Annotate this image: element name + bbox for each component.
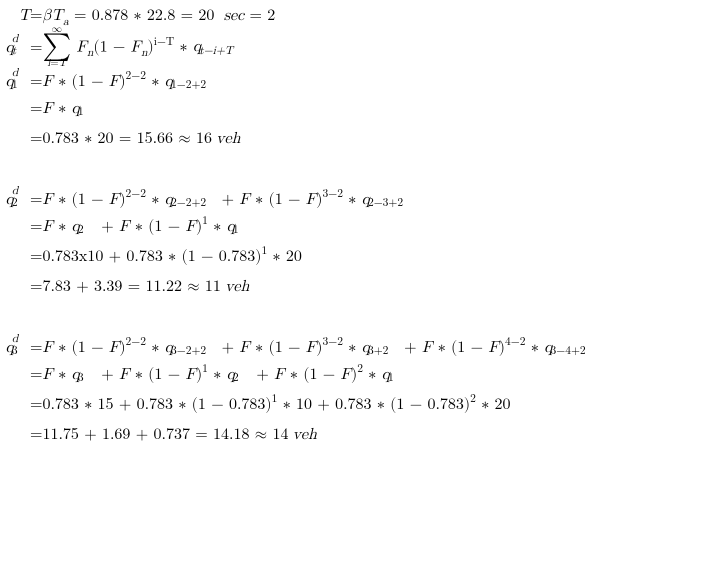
sup-d: d bbox=[12, 34, 18, 46]
unit-veh3: veh bbox=[292, 427, 316, 443]
q-32: q3+2 bbox=[362, 340, 370, 356]
sym-T2: T bbox=[51, 8, 63, 24]
eq-sign-inline: = bbox=[74, 8, 86, 24]
lhs-q1: qd1 bbox=[4, 70, 30, 94]
eqn-row-q2c: = 0.783x10 + 0.783 ∗ (1 − 0.783)1 ∗ 20 bbox=[4, 242, 596, 272]
eq-sign: = bbox=[30, 188, 42, 212]
q-122: q1−2+2 bbox=[165, 74, 173, 90]
equation-table: T = βTa = 0.878 ∗ 22.8 = 20 sec = 2 qdt … bbox=[4, 6, 596, 450]
lhs-qt: qdt bbox=[4, 26, 30, 70]
eqn-row-q3a: qd3 = F ∗ (1 − F)2−2 ∗ q3−2+2 + F ∗ (1 −… bbox=[4, 336, 596, 360]
rhs-q1b: F ∗ q1 bbox=[42, 94, 595, 124]
sub-n2: n bbox=[141, 48, 147, 59]
q-322: q3−2+2 bbox=[165, 340, 173, 356]
eq-sign: = bbox=[30, 242, 42, 272]
q-222: q2−2+2 bbox=[165, 192, 173, 208]
eqn-row-q1a: qd1 = F ∗ (1 − F)2−2 ∗ q1−2+2 bbox=[4, 70, 596, 94]
eqn-row-q2d: = 7.83 + 3.39 = 11.22 ≈ 11 veh bbox=[4, 272, 596, 302]
eqn-row-q3d: = 11.75 + 1.69 + 0.737 = 14.18 ≈ 14veh bbox=[4, 420, 596, 450]
sym-F2: F bbox=[131, 39, 141, 55]
sym-T: T bbox=[18, 8, 30, 24]
sub-n: n bbox=[87, 48, 93, 59]
rhs-q1c: 0.783 ∗ 20 = 15.66 ≈ 16veh bbox=[42, 124, 595, 154]
rhs-q2c: 0.783x10 + 0.783 ∗ (1 − 0.783)1 ∗ 20 bbox=[42, 242, 595, 272]
eq-sign: = bbox=[30, 390, 42, 420]
sub-t: t bbox=[12, 46, 16, 58]
rhs-q2a: F ∗ (1 − F)2−2 ∗ q2−2+2 + F ∗ (1 − F)3−2… bbox=[42, 188, 595, 212]
rhs-q3b: F ∗ q3 + F ∗ (1 − F)1 ∗ q2 + F ∗ (1 − F)… bbox=[42, 360, 595, 390]
pow22: 2−2 bbox=[126, 71, 146, 82]
eq-sign: = bbox=[30, 26, 42, 70]
eq-sign: = bbox=[30, 360, 42, 390]
rhs-q2d: 7.83 + 3.39 = 11.22 ≈ 11 veh bbox=[42, 272, 595, 302]
eq-sign: = bbox=[30, 212, 42, 242]
q-3: q3 bbox=[72, 367, 80, 383]
unit-veh1: veh bbox=[216, 131, 240, 147]
eqn-row-q1b: = F ∗ q1 bbox=[4, 94, 596, 124]
unit-veh2: veh bbox=[225, 279, 249, 295]
eq-sign: = bbox=[30, 6, 42, 26]
eq-sign: = bbox=[30, 420, 42, 450]
q-2b: q2 bbox=[227, 367, 235, 383]
lhs-T: T bbox=[4, 6, 30, 26]
rhs-q3a: F ∗ (1 − F)2−2 ∗ q3−2+2 + F ∗ (1 − F)3−2… bbox=[42, 336, 595, 360]
lhs-q2: qd2 bbox=[4, 188, 30, 212]
calc-q3a: 0.783 ∗ 15 + 0.783 ∗ (1 − 0.783) bbox=[42, 397, 271, 413]
q-3d: qd3 bbox=[6, 340, 14, 356]
calc-q3c: ∗ 20 bbox=[481, 397, 510, 413]
q-342: q3−4+2 bbox=[544, 340, 552, 356]
eqn-row-q2a: qd2 = F ∗ (1 − F)2−2 ∗ q2−2+2 + F ∗ (1 −… bbox=[4, 188, 596, 212]
sub-tiT: t−i+T bbox=[199, 46, 233, 58]
eqn-row-qt: qdt = ∞ ∑ i=T Fn(1 − Fn)i−T ∗ qt−i+T bbox=[4, 26, 596, 70]
q-1: q1 bbox=[72, 101, 80, 117]
eqn-row-q3b: = F ∗ q3 + F ∗ (1 − F)1 ∗ q2 + F ∗ (1 − … bbox=[4, 360, 596, 390]
rhs-q1a: F ∗ (1 − F)2−2 ∗ q1−2+2 bbox=[42, 70, 595, 94]
calc-q3e: 11.75 + 1.69 + 0.737 = 14.18 ≈ 14 bbox=[42, 427, 288, 443]
calc-q1: 0.783 ∗ 20 = 15.66 ≈ 16 bbox=[42, 131, 212, 147]
lhs-q3: qd3 bbox=[4, 336, 30, 360]
q-1d: qd1 bbox=[6, 74, 14, 90]
eq-sign: = bbox=[30, 272, 42, 302]
sum-icon: ∞ ∑ i=T bbox=[42, 25, 71, 69]
calc-q3b: ∗ 10 + 0.783 ∗ (1 − 0.783) bbox=[283, 397, 470, 413]
calc-q2d: 7.83 + 3.39 = 11.22 ≈ 11 bbox=[42, 279, 220, 295]
rhs-qt: ∞ ∑ i=T Fn(1 − Fn)i−T ∗ qt−i+T bbox=[42, 26, 595, 70]
sum-lower: i=T bbox=[42, 59, 71, 70]
num-T-b: = 2 bbox=[250, 8, 276, 24]
eqn-row-q1c: = 0.783 ∗ 20 = 15.66 ≈ 16veh bbox=[4, 124, 596, 154]
eq-sign: = bbox=[30, 70, 42, 94]
eqn-row-T: T = βTa = 0.878 ∗ 22.8 = 20 sec = 2 bbox=[4, 6, 596, 26]
q-td: qdt bbox=[6, 40, 14, 56]
rhs-q3d: 11.75 + 1.69 + 0.737 = 14.18 ≈ 14veh bbox=[42, 420, 595, 450]
eq-sign: = bbox=[30, 336, 42, 360]
rhs-T: βTa = 0.878 ∗ 22.8 = 20 sec = 2 bbox=[42, 6, 595, 26]
calc-q2c-b: ∗ 20 bbox=[273, 249, 302, 265]
star: ∗ bbox=[180, 39, 188, 55]
eq-sign: = bbox=[30, 124, 42, 154]
sum-T: T bbox=[59, 58, 67, 69]
q-1b: q1 bbox=[227, 219, 235, 235]
sym-F: F bbox=[76, 39, 86, 55]
eq-sign: = bbox=[30, 94, 42, 124]
eqn-row-q2b: = F ∗ q2 + F ∗ (1 − F)1 ∗ q1 bbox=[4, 212, 596, 242]
num-T-a: 0.878 ∗ 22.8 = 20 bbox=[92, 8, 215, 24]
pow-iT: i−T bbox=[154, 37, 174, 48]
q-2: q2 bbox=[72, 219, 80, 235]
q-2d: qd2 bbox=[6, 192, 14, 208]
rhs-q3c: 0.783 ∗ 15 + 0.783 ∗ (1 − 0.783)1 ∗ 10 +… bbox=[42, 390, 595, 420]
rhs-q2b: F ∗ q2 + F ∗ (1 − F)1 ∗ q1 bbox=[42, 212, 595, 242]
equation-block: T = βTa = 0.878 ∗ 22.8 = 20 sec = 2 qdt … bbox=[0, 0, 720, 454]
calc-q2c-a: 0.783x10 + 0.783 ∗ (1 − 0.783) bbox=[42, 249, 261, 265]
q-tiT: qt−i+T bbox=[193, 39, 201, 55]
q-1c: q1 bbox=[382, 367, 390, 383]
sigma-icon: ∑ bbox=[42, 35, 71, 58]
q-232: q2−3+2 bbox=[362, 192, 370, 208]
eqn-row-q3c: = 0.783 ∗ 15 + 0.783 ∗ (1 − 0.783)1 ∗ 10… bbox=[4, 390, 596, 420]
unit-sec: sec bbox=[224, 8, 245, 24]
